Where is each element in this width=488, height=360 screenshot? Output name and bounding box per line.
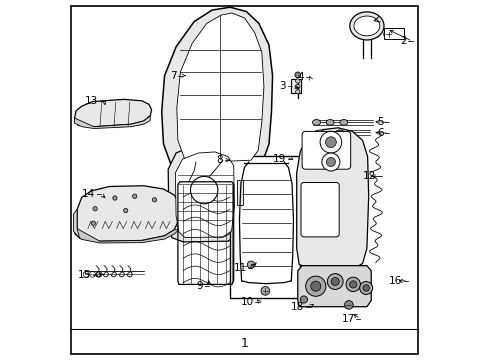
Circle shape: [247, 261, 254, 268]
Circle shape: [349, 281, 356, 288]
FancyBboxPatch shape: [302, 131, 350, 169]
Ellipse shape: [339, 120, 347, 125]
Text: 17: 17: [341, 314, 354, 324]
Text: 13: 13: [85, 96, 98, 106]
Circle shape: [326, 274, 343, 289]
Circle shape: [320, 131, 341, 153]
Bar: [230, 156, 300, 298]
Circle shape: [113, 196, 117, 200]
Polygon shape: [75, 116, 150, 129]
Polygon shape: [296, 128, 368, 270]
Circle shape: [300, 296, 307, 303]
Polygon shape: [175, 152, 234, 238]
Circle shape: [91, 221, 95, 225]
Polygon shape: [73, 210, 80, 238]
Polygon shape: [77, 186, 179, 241]
Polygon shape: [162, 7, 272, 169]
Bar: [237, 180, 242, 205]
Circle shape: [310, 281, 320, 291]
Text: 4: 4: [297, 72, 304, 82]
Text: 1: 1: [240, 337, 248, 350]
Ellipse shape: [335, 130, 344, 136]
Text: 18: 18: [290, 302, 304, 312]
Text: 6: 6: [376, 128, 383, 138]
Circle shape: [321, 153, 339, 171]
Text: 9: 9: [197, 281, 203, 291]
Circle shape: [346, 277, 360, 292]
Ellipse shape: [325, 120, 333, 125]
Text: 5: 5: [376, 117, 383, 127]
Text: 15: 15: [78, 270, 91, 280]
Text: 8: 8: [216, 155, 223, 165]
Circle shape: [190, 176, 218, 204]
Text: 19: 19: [272, 154, 285, 164]
Circle shape: [132, 194, 137, 198]
Text: 11: 11: [233, 263, 246, 273]
Circle shape: [295, 90, 299, 94]
Bar: [291, 79, 301, 93]
Polygon shape: [75, 99, 151, 127]
Circle shape: [344, 301, 352, 309]
Polygon shape: [297, 266, 370, 307]
Circle shape: [93, 207, 97, 211]
Circle shape: [294, 72, 300, 78]
Text: 10: 10: [240, 297, 253, 307]
Circle shape: [295, 84, 299, 89]
Ellipse shape: [353, 16, 379, 36]
Text: 2: 2: [399, 36, 406, 46]
Circle shape: [359, 282, 372, 294]
Circle shape: [362, 285, 368, 291]
Circle shape: [123, 208, 127, 213]
Text: 3: 3: [279, 81, 285, 91]
Circle shape: [325, 157, 335, 166]
Circle shape: [295, 79, 299, 83]
Text: 12: 12: [362, 171, 375, 181]
Text: 7: 7: [169, 71, 176, 81]
Ellipse shape: [315, 130, 324, 136]
Circle shape: [261, 287, 269, 295]
Text: 16: 16: [388, 276, 401, 286]
Text: 14: 14: [82, 189, 95, 199]
Polygon shape: [177, 13, 264, 163]
Circle shape: [152, 198, 156, 202]
Circle shape: [330, 278, 339, 285]
Circle shape: [383, 30, 392, 39]
Circle shape: [305, 276, 325, 296]
Ellipse shape: [349, 12, 383, 40]
Circle shape: [325, 137, 336, 148]
Polygon shape: [168, 143, 241, 242]
Ellipse shape: [312, 120, 320, 125]
Polygon shape: [75, 229, 179, 243]
FancyBboxPatch shape: [301, 183, 339, 237]
Bar: [384, 28, 403, 39]
